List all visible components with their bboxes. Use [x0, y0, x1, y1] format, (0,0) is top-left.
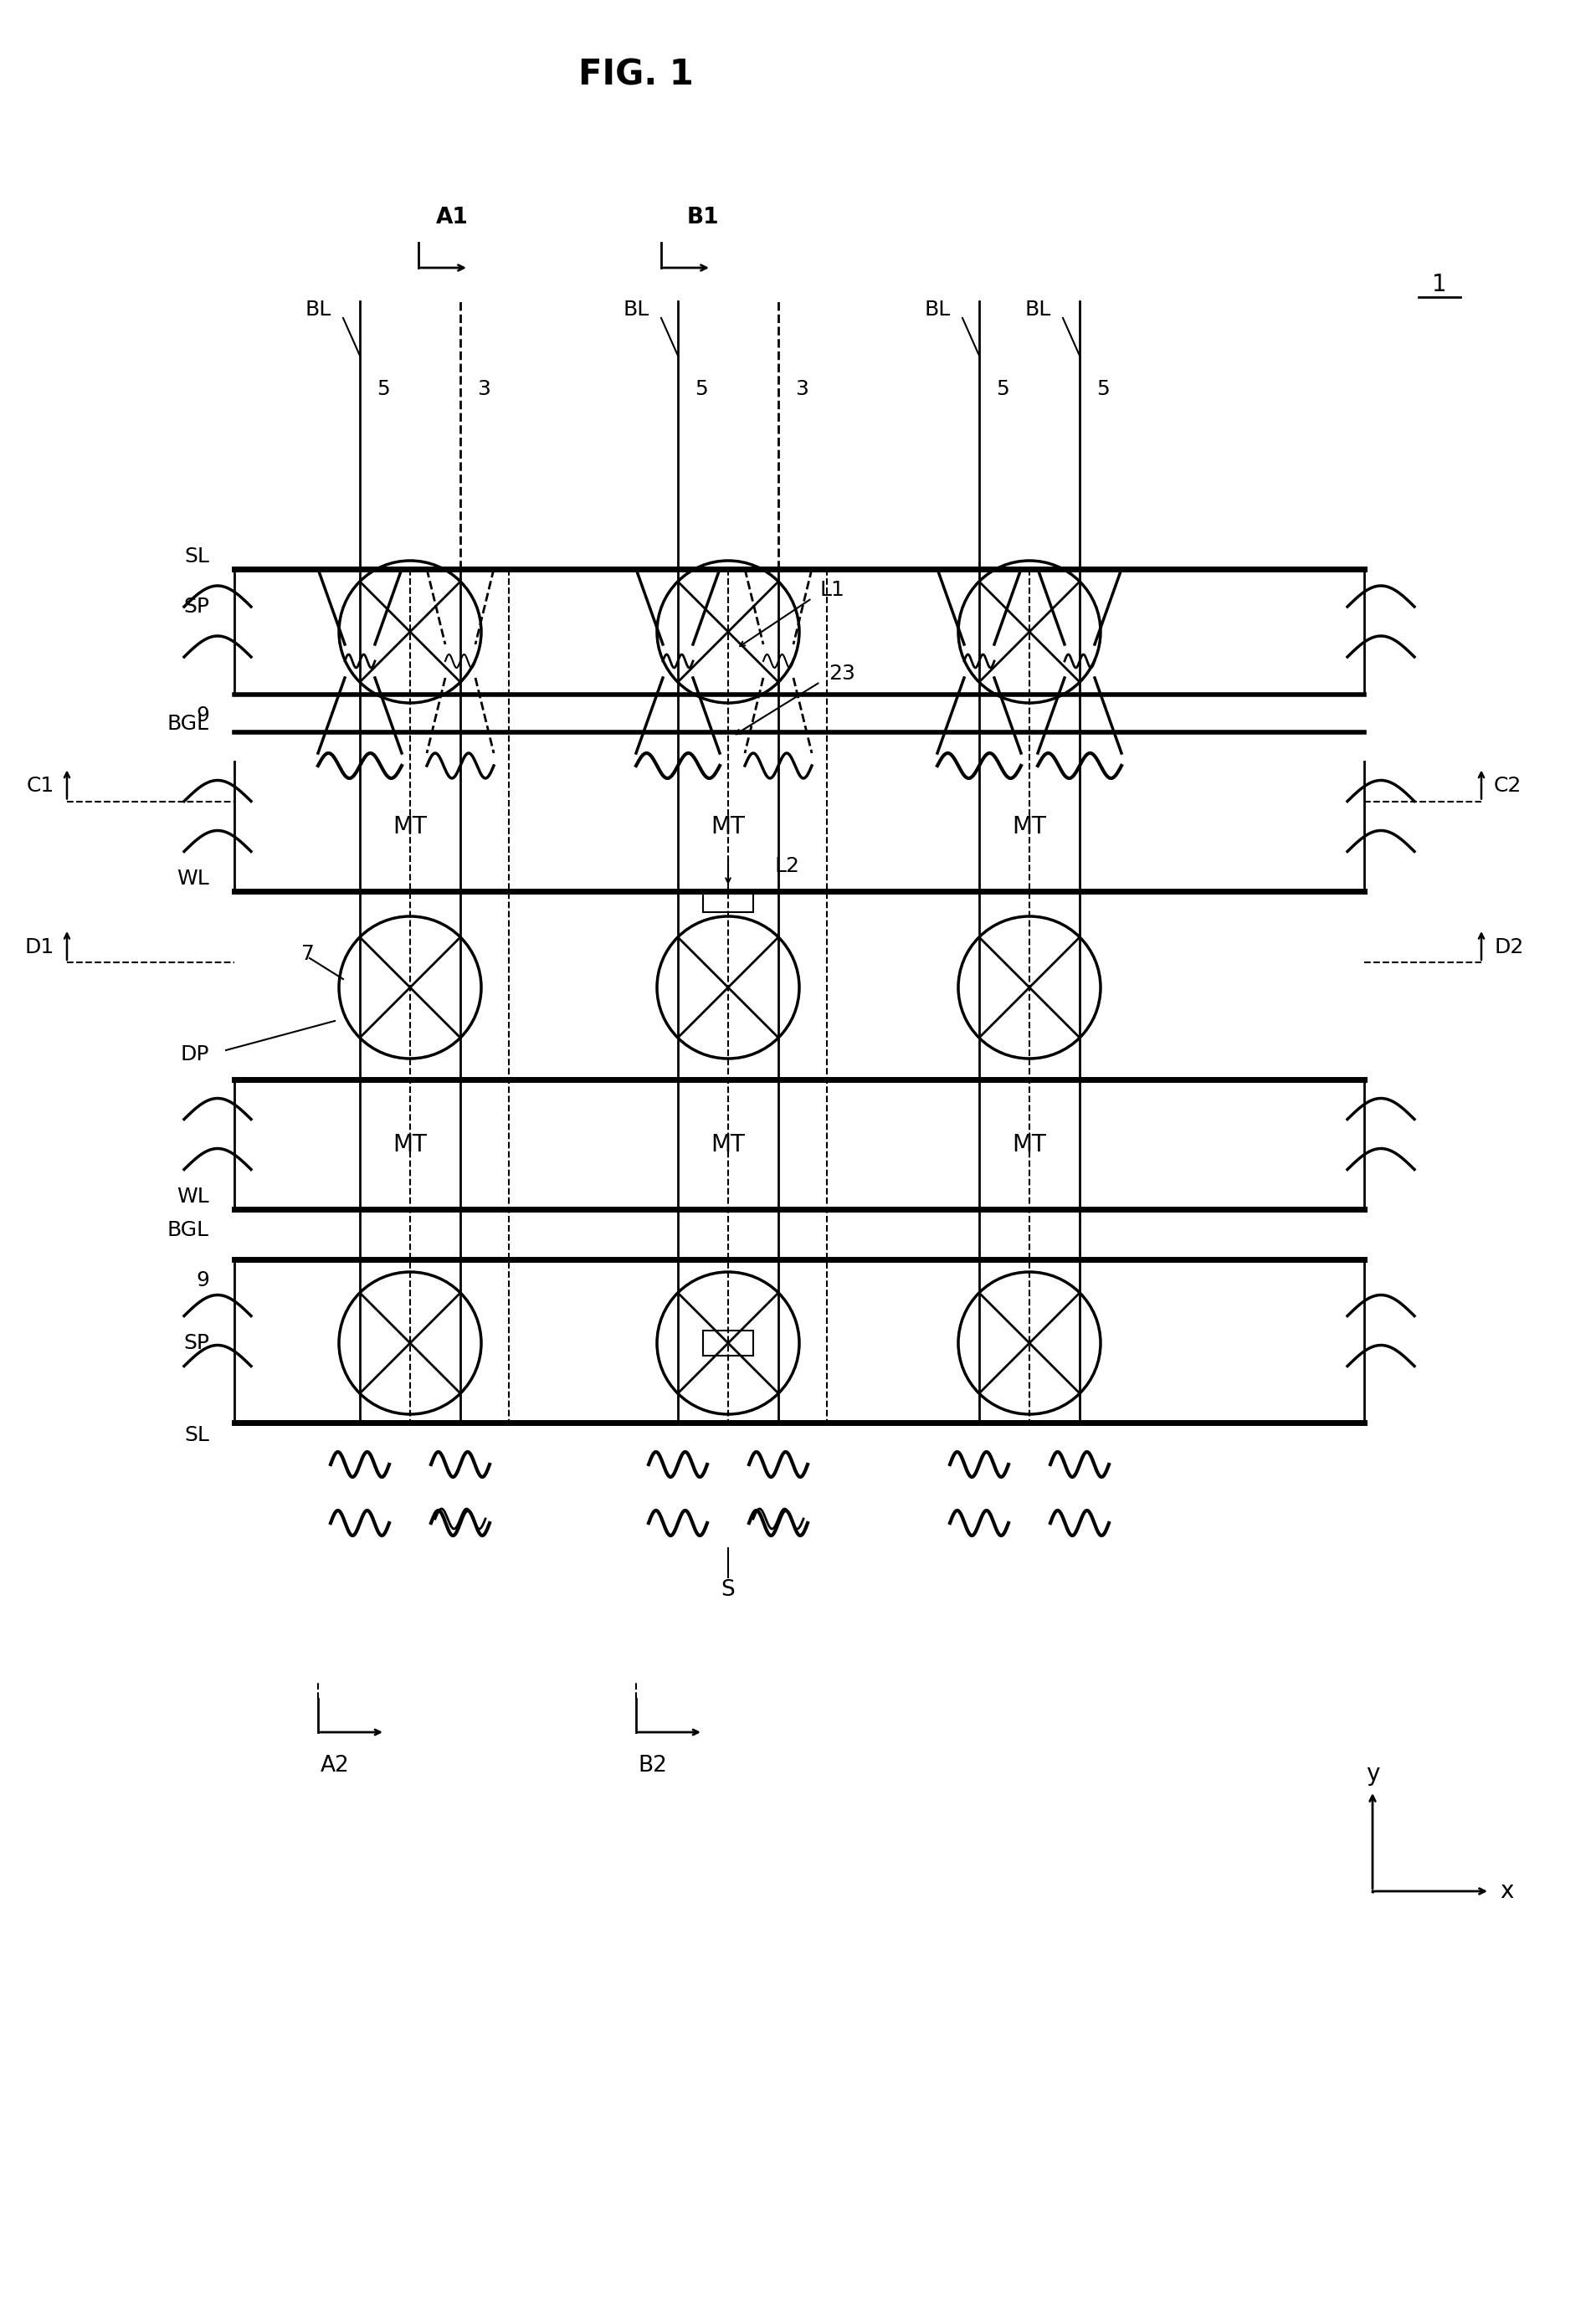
Text: MT: MT [1012, 1134, 1047, 1157]
Text: WL: WL [177, 1187, 209, 1208]
Text: 5: 5 [996, 380, 1009, 399]
Bar [702, 1331, 753, 1356]
Text: 7: 7 [302, 943, 314, 964]
Text: A2: A2 [321, 1755, 350, 1776]
Text: MT: MT [1012, 814, 1047, 839]
Text: 9: 9 [196, 705, 209, 726]
Text: MT: MT [393, 814, 428, 839]
Text: 5: 5 [1096, 380, 1109, 399]
Text: 5: 5 [377, 380, 389, 399]
Text: C1: C1 [27, 777, 54, 797]
Text: 3: 3 [795, 380, 809, 399]
Text: y: y [1366, 1762, 1379, 1785]
Text: BL: BL [1025, 299, 1050, 320]
Text: SP: SP [184, 596, 209, 617]
Text: MT: MT [393, 1134, 428, 1157]
Text: MT: MT [710, 1134, 745, 1157]
Text: 1: 1 [1432, 274, 1448, 297]
Text: A1: A1 [436, 206, 468, 229]
Text: BL: BL [924, 299, 951, 320]
Text: S: S [721, 1579, 736, 1602]
Text: C2: C2 [1494, 777, 1523, 797]
Text: 9: 9 [196, 1270, 209, 1291]
Text: 3: 3 [477, 380, 490, 399]
Text: 5: 5 [694, 380, 709, 399]
Text: x: x [1500, 1880, 1513, 1903]
Text: WL: WL [177, 869, 209, 888]
Bar [702, 890, 753, 913]
Text: SL: SL [184, 1426, 209, 1444]
Text: SL: SL [184, 547, 209, 566]
Text: BL: BL [622, 299, 650, 320]
Text: FIG. 1: FIG. 1 [578, 58, 694, 93]
Text: L2: L2 [774, 855, 800, 876]
Text: BGL: BGL [168, 1219, 209, 1240]
Text: L1: L1 [820, 580, 846, 600]
Text: BGL: BGL [168, 714, 209, 735]
Text: DP: DP [180, 1045, 209, 1064]
Text: SP: SP [184, 1333, 209, 1354]
Text: MT: MT [710, 814, 745, 839]
Text: 23: 23 [828, 663, 855, 684]
Text: B2: B2 [638, 1755, 667, 1776]
Text: D1: D1 [26, 936, 54, 957]
Text: D2: D2 [1494, 936, 1524, 957]
Text: B1: B1 [686, 206, 720, 229]
Text: BL: BL [305, 299, 330, 320]
